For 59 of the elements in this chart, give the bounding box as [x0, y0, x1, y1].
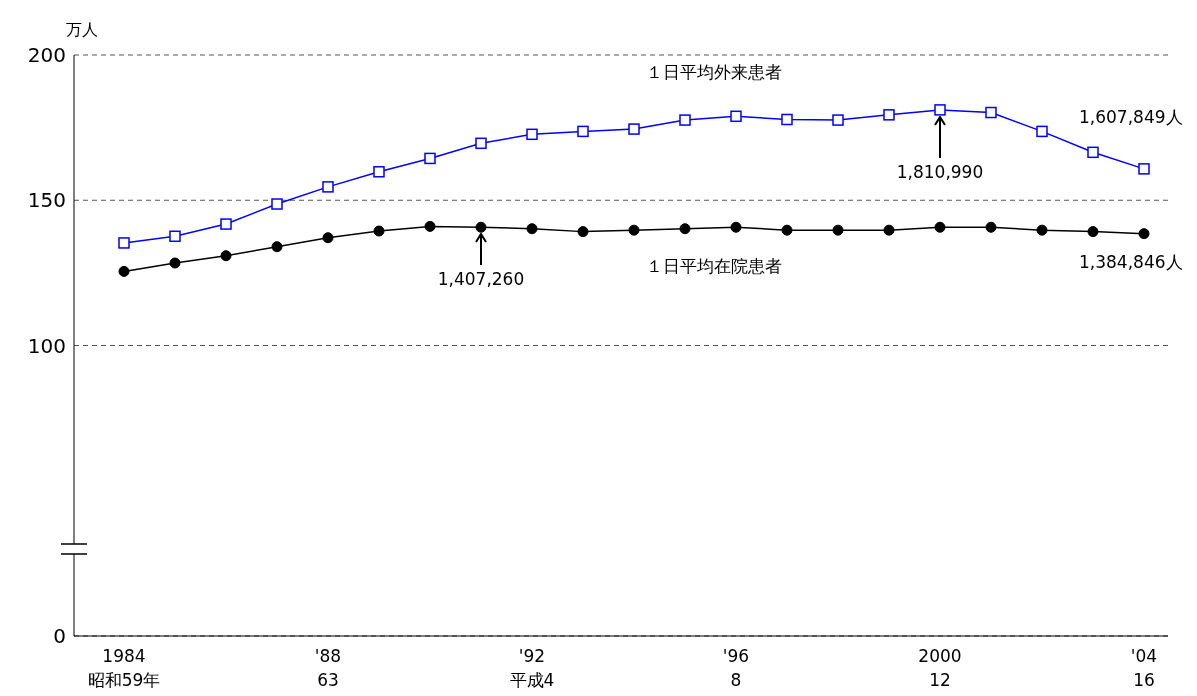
- x-tick-label: '96 8: [722, 646, 750, 690]
- point: [1087, 146, 1099, 159]
- point: [475, 137, 487, 150]
- point: [730, 110, 742, 123]
- annotation: 1,810,990: [895, 161, 985, 182]
- point: [934, 104, 946, 116]
- y-tick-label: 200: [27, 43, 66, 68]
- point: [628, 224, 640, 236]
- point: [424, 152, 436, 165]
- y-tick-label: 150: [27, 188, 66, 213]
- annotation: 1,607,849人: [1079, 105, 1183, 129]
- point: [781, 113, 793, 126]
- y-tick-label: 100: [27, 333, 66, 358]
- point: [1036, 224, 1048, 236]
- point: [781, 224, 793, 236]
- x-tick-label: 2000 12: [918, 646, 962, 690]
- point: [1087, 226, 1099, 238]
- x-tick-label: 1984 昭和59年: [87, 646, 161, 690]
- point: [526, 223, 538, 235]
- point: [832, 114, 844, 126]
- point: [985, 221, 997, 233]
- point: [883, 224, 895, 236]
- y-axis-title: 万人: [66, 20, 98, 41]
- point: [322, 181, 334, 193]
- point: [985, 106, 997, 119]
- x-tick-label: '04 16: [1130, 646, 1158, 690]
- x-tick-label: '88 63: [314, 646, 342, 690]
- point: [118, 265, 130, 277]
- point: [934, 221, 946, 233]
- point: [730, 221, 742, 233]
- annotation: 1,407,260: [436, 269, 526, 290]
- point: [322, 232, 334, 244]
- x-tick-label: '92 平成4: [509, 646, 555, 690]
- annotation: 1,384,846人: [1079, 250, 1183, 274]
- point: [220, 250, 232, 262]
- point: [679, 114, 691, 126]
- point: [271, 241, 283, 253]
- point: [475, 221, 487, 233]
- point: [271, 198, 283, 210]
- point: [169, 257, 181, 269]
- point: [1036, 125, 1048, 138]
- point: [577, 226, 589, 238]
- point: [1138, 228, 1150, 240]
- y-tick-label: 0: [53, 624, 66, 649]
- point: [118, 237, 130, 249]
- point: [169, 230, 181, 243]
- series-label: １日平均在院患者: [646, 255, 782, 279]
- series-label: １日平均外来患者: [646, 61, 782, 85]
- point: [424, 220, 436, 232]
- point: [883, 109, 895, 121]
- point: [526, 128, 538, 141]
- point: [628, 123, 640, 135]
- point: [1138, 163, 1150, 175]
- point: [373, 166, 385, 178]
- point: [373, 225, 385, 237]
- point: [220, 218, 232, 230]
- point: [679, 223, 691, 235]
- point: [577, 125, 589, 138]
- point: [832, 224, 844, 236]
